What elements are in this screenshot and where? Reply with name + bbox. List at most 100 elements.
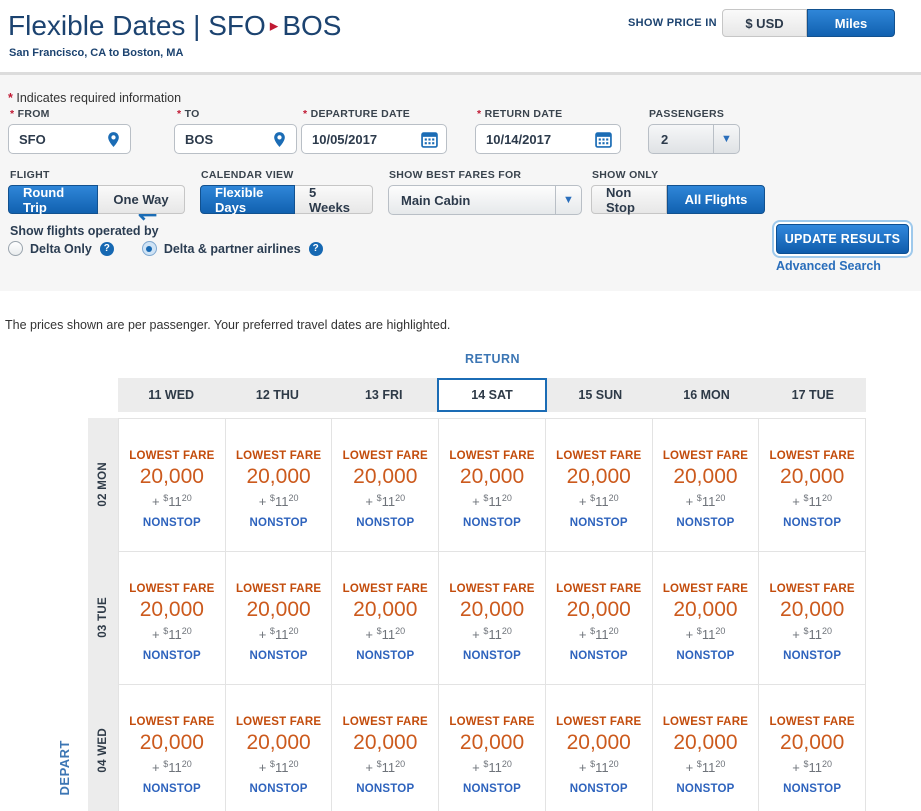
- best-fares-select[interactable]: Main Cabin ▼: [388, 185, 582, 215]
- fare-miles-value: 20,000: [353, 465, 417, 489]
- fare-miles-value: 20,000: [246, 731, 310, 755]
- fare-taxes-value: + $1120: [472, 759, 512, 775]
- return-day-header[interactable]: 16 MON: [653, 378, 759, 412]
- fare-stops-label: NONSTOP: [570, 517, 628, 529]
- to-input[interactable]: [185, 132, 267, 147]
- fare-cell[interactable]: LOWEST FARE20,000+ $1120NONSTOP: [439, 552, 546, 685]
- fare-cell[interactable]: LOWEST FARE20,000+ $1120NONSTOP: [546, 419, 653, 552]
- from-input[interactable]: [19, 132, 101, 147]
- lowest-fare-label: LOWEST FARE: [343, 450, 428, 462]
- return-day-header-selected[interactable]: 14 SAT: [437, 378, 547, 412]
- price-unit-toggle: $ USD Miles: [722, 9, 895, 37]
- fare-cell[interactable]: LOWEST FARE20,000+ $1120NONSTOP: [759, 419, 866, 552]
- delta-only-radio[interactable]: [8, 241, 23, 256]
- lowest-fare-label: LOWEST FARE: [236, 450, 321, 462]
- return-day-header[interactable]: 11 WED: [118, 378, 224, 412]
- fare-stops-label: NONSTOP: [463, 517, 521, 529]
- to-label: * TO: [177, 108, 200, 120]
- from-field: [8, 124, 131, 154]
- required-asterisk: *: [8, 91, 13, 105]
- fare-cell[interactable]: LOWEST FARE20,000+ $1120NONSTOP: [759, 685, 866, 811]
- fare-stops-label: NONSTOP: [250, 650, 308, 662]
- five-weeks-button[interactable]: 5 Weeks: [295, 185, 373, 214]
- update-results-button[interactable]: UPDATE RESULTS: [776, 224, 909, 254]
- return-day-header[interactable]: 17 TUE: [760, 378, 866, 412]
- advanced-search-link[interactable]: Advanced Search: [776, 259, 881, 273]
- fare-cell[interactable]: LOWEST FARE20,000+ $1120NONSTOP: [226, 552, 333, 685]
- to-field: [174, 124, 297, 154]
- location-pin-icon: [105, 131, 122, 148]
- fare-taxes-value: + $1120: [472, 626, 512, 642]
- fare-cell[interactable]: LOWEST FARE20,000+ $1120NONSTOP: [119, 552, 226, 685]
- return-date-field: [475, 124, 621, 154]
- departure-date-input[interactable]: [312, 132, 417, 147]
- page-title-left: Flexible Dates | SFO: [8, 10, 266, 41]
- miles-toggle-button[interactable]: Miles: [807, 9, 895, 37]
- all-flights-button[interactable]: All Flights: [667, 185, 765, 214]
- flight-toggle: Round Trip One Way: [8, 185, 185, 214]
- fare-cell[interactable]: LOWEST FARE20,000+ $1120NONSTOP: [119, 419, 226, 552]
- lowest-fare-label: LOWEST FARE: [236, 583, 321, 595]
- fare-miles-value: 20,000: [460, 598, 524, 622]
- best-fares-label: SHOW BEST FARES FOR: [389, 169, 521, 181]
- help-icon[interactable]: ?: [100, 242, 114, 256]
- fare-grid: LOWEST FARE20,000+ $1120NONSTOPLOWEST FA…: [118, 418, 866, 811]
- return-day-header[interactable]: 12 THU: [224, 378, 330, 412]
- departure-date-label: * DEPARTURE DATE: [303, 108, 410, 120]
- fare-cell[interactable]: LOWEST FARE20,000+ $1120NONSTOP: [332, 552, 439, 685]
- fare-cell[interactable]: LOWEST FARE20,000+ $1120NONSTOP: [226, 419, 333, 552]
- fare-cell[interactable]: LOWEST FARE20,000+ $1120NONSTOP: [546, 552, 653, 685]
- fare-cell[interactable]: LOWEST FARE20,000+ $1120NONSTOP: [653, 419, 760, 552]
- required-note-text: Indicates required information: [16, 91, 181, 105]
- fare-miles-value: 20,000: [567, 598, 631, 622]
- round-trip-button[interactable]: Round Trip: [8, 185, 98, 214]
- one-way-button[interactable]: One Way: [98, 185, 185, 214]
- calendar-icon[interactable]: [595, 131, 612, 148]
- depart-day-label: 02 MON: [88, 418, 118, 551]
- page-title-destination: BOS: [282, 10, 341, 41]
- fare-cell[interactable]: LOWEST FARE20,000+ $1120NONSTOP: [332, 685, 439, 811]
- fare-cell[interactable]: LOWEST FARE20,000+ $1120NONSTOP: [119, 685, 226, 811]
- delta-partners-radio[interactable]: [142, 241, 157, 256]
- fare-cell[interactable]: LOWEST FARE20,000+ $1120NONSTOP: [226, 685, 333, 811]
- fare-stops-label: NONSTOP: [783, 517, 841, 529]
- fare-stops-label: NONSTOP: [783, 783, 841, 795]
- help-icon[interactable]: ?: [309, 242, 323, 256]
- fare-cell[interactable]: LOWEST FARE20,000+ $1120NONSTOP: [439, 685, 546, 811]
- non-stop-button[interactable]: Non Stop: [591, 185, 667, 214]
- return-date-input[interactable]: [486, 132, 591, 147]
- show-price-in-label: SHOW PRICE IN: [628, 17, 717, 29]
- best-fares-value: Main Cabin: [389, 186, 555, 214]
- calendar-icon[interactable]: [421, 131, 438, 148]
- fare-cell[interactable]: LOWEST FARE20,000+ $1120NONSTOP: [759, 552, 866, 685]
- lowest-fare-label: LOWEST FARE: [449, 583, 534, 595]
- fare-stops-label: NONSTOP: [783, 650, 841, 662]
- flexible-days-button[interactable]: Flexible Days: [200, 185, 295, 214]
- passengers-select[interactable]: 2 ▼: [648, 124, 740, 154]
- fare-taxes-value: + $1120: [792, 626, 832, 642]
- lowest-fare-label: LOWEST FARE: [449, 716, 534, 728]
- fare-miles-value: 20,000: [567, 731, 631, 755]
- return-day-header[interactable]: 13 FRI: [331, 378, 437, 412]
- usd-toggle-button[interactable]: $ USD: [722, 9, 807, 37]
- fare-miles-value: 20,000: [140, 731, 204, 755]
- fare-cell[interactable]: LOWEST FARE20,000+ $1120NONSTOP: [439, 419, 546, 552]
- fare-miles-value: 20,000: [353, 731, 417, 755]
- fare-cell[interactable]: LOWEST FARE20,000+ $1120NONSTOP: [332, 419, 439, 552]
- lowest-fare-label: LOWEST FARE: [129, 716, 214, 728]
- fare-stops-label: NONSTOP: [356, 783, 414, 795]
- lowest-fare-label: LOWEST FARE: [770, 450, 855, 462]
- from-label: * FROM: [10, 108, 50, 120]
- fare-miles-value: 20,000: [780, 598, 844, 622]
- depart-axis-label: DEPART: [57, 740, 72, 795]
- required-note: * Indicates required information: [8, 91, 181, 105]
- fare-cell[interactable]: LOWEST FARE20,000+ $1120NONSTOP: [546, 685, 653, 811]
- fare-taxes-value: + $1120: [686, 626, 726, 642]
- fare-stops-label: NONSTOP: [570, 650, 628, 662]
- chevron-down-icon: ▼: [713, 125, 739, 153]
- return-day-header[interactable]: 15 SUN: [547, 378, 653, 412]
- fare-taxes-value: + $1120: [365, 626, 405, 642]
- fare-cell[interactable]: LOWEST FARE20,000+ $1120NONSTOP: [653, 552, 760, 685]
- fare-cell[interactable]: LOWEST FARE20,000+ $1120NONSTOP: [653, 685, 760, 811]
- fare-miles-value: 20,000: [780, 731, 844, 755]
